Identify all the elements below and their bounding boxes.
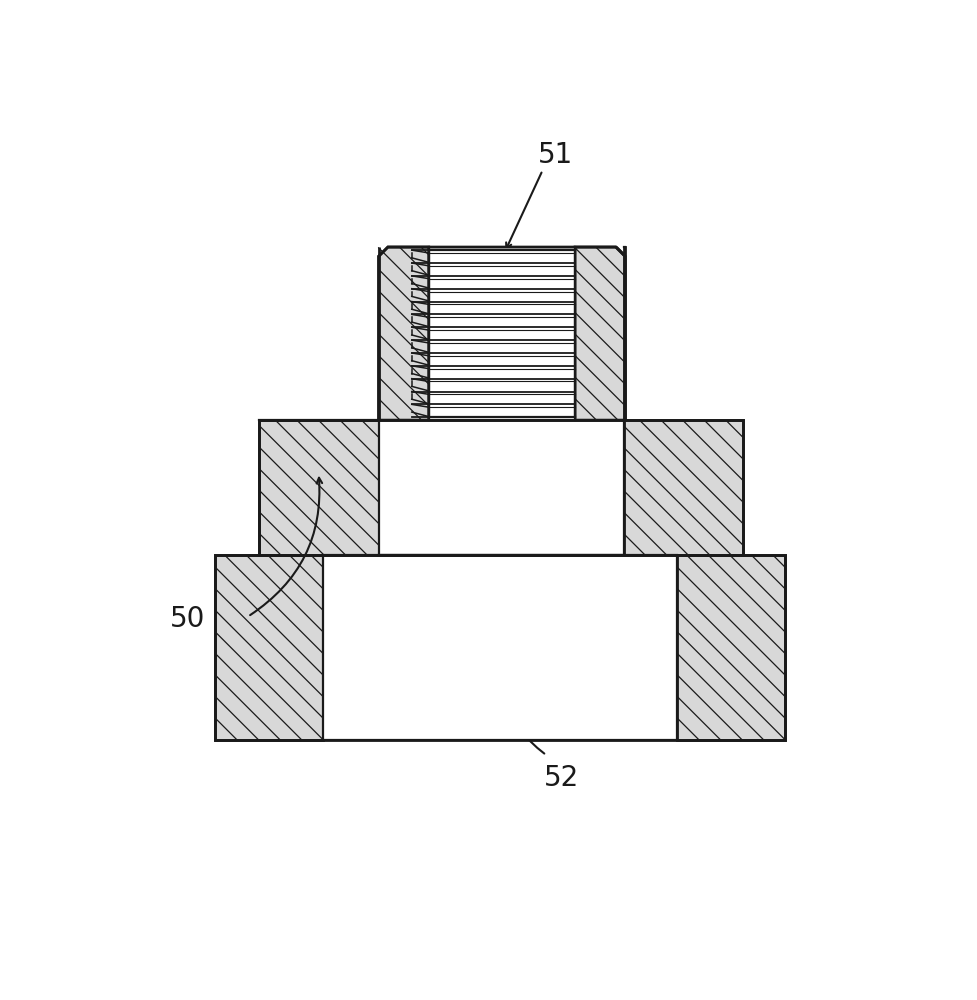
Polygon shape [259, 420, 379, 555]
Polygon shape [379, 420, 623, 555]
Polygon shape [623, 247, 625, 420]
Polygon shape [575, 247, 625, 420]
Text: 50: 50 [170, 605, 205, 633]
Polygon shape [677, 555, 786, 740]
Text: 51: 51 [538, 141, 573, 169]
Text: 52: 52 [544, 764, 579, 792]
Polygon shape [623, 420, 743, 555]
Polygon shape [323, 555, 677, 740]
Polygon shape [429, 250, 575, 417]
Polygon shape [215, 555, 323, 740]
Polygon shape [429, 247, 575, 420]
Polygon shape [379, 247, 429, 420]
